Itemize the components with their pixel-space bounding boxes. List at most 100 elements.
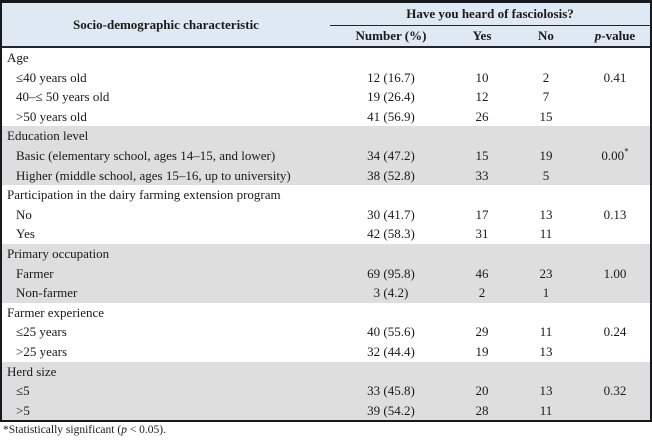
cell-no: 13 xyxy=(512,381,580,401)
cell-p-value: 0.32 xyxy=(580,381,650,401)
column-header-number-pct: Number (%) xyxy=(330,25,452,47)
table-row: Yes 42 (58.3) 31 11 xyxy=(2,224,650,244)
row-label: ≤5 xyxy=(2,381,330,401)
column-header-no: No xyxy=(512,25,580,47)
cell-yes: 17 xyxy=(475,206,489,222)
header-row-2: Number (%) Yes No p-value xyxy=(2,25,650,47)
table-row: Basic (elementary school, ages 14–15, an… xyxy=(2,145,650,166)
table-row: >25 years 32 (44.4) 19 13 xyxy=(2,342,650,362)
table-footnote: *Statistically significant (p < 0.05). xyxy=(3,424,166,436)
group-label: Farmer experience xyxy=(7,304,105,320)
table-row: 40–≤ 50 years old 19 (26.4) 12 7 xyxy=(2,87,650,107)
row-label: Higher (middle school, ages 15–16, up to… xyxy=(2,165,330,186)
cell-no: 5 xyxy=(512,165,580,186)
cell-p-value xyxy=(580,400,650,421)
cell-number-pct: 40 (55.6) xyxy=(367,324,415,340)
cell-yes: 12 xyxy=(475,89,489,105)
cell-number-pct: 69 (95.8) xyxy=(330,263,452,284)
cell-p-value: 1.00 xyxy=(580,263,650,284)
cell-yes: 10 xyxy=(475,69,489,85)
fasciolosis-awareness-table: Socio-demographic characteristic Have yo… xyxy=(2,3,650,421)
header-row-1: Socio-demographic characteristic Have yo… xyxy=(2,3,650,47)
cell-number-pct: 19 (26.4) xyxy=(367,89,415,105)
table-row: >50 years old 41 (56.9) 26 15 xyxy=(2,107,650,127)
cell-number-pct: 12 (16.7) xyxy=(367,69,415,85)
cell-number-pct: 38 (52.8) xyxy=(330,165,452,186)
row-label: Basic (elementary school, ages 14–15, an… xyxy=(2,145,330,166)
row-label: >25 years xyxy=(16,343,68,359)
survey-table-container: Socio-demographic characteristic Have yo… xyxy=(0,0,652,423)
footnote-p-symbol: p xyxy=(121,424,127,436)
column-group-header-fasciolosis: Have you heard of fasciolosis? xyxy=(330,3,650,26)
row-label: Non-farmer xyxy=(2,283,330,303)
p-value-header-rest: -value xyxy=(601,28,636,43)
cell-yes: 28 xyxy=(452,400,512,421)
group-header-row: Herd size xyxy=(2,361,650,382)
table-row: >5 39 (54.2) 28 11 xyxy=(2,400,650,421)
table-row: ≤40 years old 12 (16.7) 10 2 0.41 xyxy=(2,68,650,88)
cell-no: 7 xyxy=(542,89,550,105)
row-label: >5 xyxy=(2,400,330,421)
cell-no: 15 xyxy=(539,108,553,124)
cell-p-value xyxy=(580,165,650,186)
row-label: Yes xyxy=(16,226,35,242)
group-header-row: Participation in the dairy farming exten… xyxy=(2,185,650,205)
group-label: Herd size xyxy=(2,361,650,382)
row-label: Farmer xyxy=(2,263,330,284)
group-header-row: Farmer experience xyxy=(2,303,650,323)
cell-p-value xyxy=(580,107,650,127)
cell-p-value xyxy=(580,283,650,303)
cell-p-value xyxy=(580,224,650,244)
cell-yes: 20 xyxy=(452,381,512,401)
cell-p-value: 0.24 xyxy=(603,324,627,340)
table-header: Socio-demographic characteristic Have yo… xyxy=(2,3,650,47)
row-label: ≤40 years old xyxy=(16,69,87,85)
cell-yes: 15 xyxy=(452,145,512,166)
cell-no: 11 xyxy=(539,324,553,340)
cell-yes: 19 xyxy=(475,343,489,359)
column-header-characteristic: Socio-demographic characteristic xyxy=(2,3,330,47)
table-row: ≤25 years 40 (55.6) 29 11 0.24 xyxy=(2,322,650,342)
cell-p-value xyxy=(580,342,650,362)
table-row: Non-farmer 3 (4.2) 2 1 xyxy=(2,283,650,303)
cell-number-pct: 34 (47.2) xyxy=(330,145,452,166)
table-row: Higher (middle school, ages 15–16, up to… xyxy=(2,165,650,186)
cell-number-pct: 33 (45.8) xyxy=(330,381,452,401)
table-row: ≤5 33 (45.8) 20 13 0.32 xyxy=(2,381,650,401)
cell-yes: 33 xyxy=(452,165,512,186)
cell-number-pct: 3 (4.2) xyxy=(330,283,452,303)
cell-number-pct: 32 (44.4) xyxy=(367,343,415,359)
row-label: No xyxy=(16,206,32,222)
footnote-prefix: *Statistically significant ( xyxy=(3,424,122,436)
group-header-row: Age xyxy=(2,47,650,68)
group-label: Education level xyxy=(2,126,650,146)
cell-no: 2 xyxy=(542,69,550,85)
cell-yes: 31 xyxy=(475,226,489,242)
table-row: No 30 (41.7) 17 13 0.13 xyxy=(2,205,650,225)
cell-no: 1 xyxy=(512,283,580,303)
cell-yes: 46 xyxy=(452,263,512,284)
group-header-row: Primary occupation xyxy=(2,243,650,264)
cell-yes: 26 xyxy=(475,108,489,124)
cell-no: 11 xyxy=(512,400,580,421)
group-label: Participation in the dairy farming exten… xyxy=(7,187,281,203)
table-body: Age ≤40 years old 12 (16.7) 10 2 0.41 40–≤ 50 … xyxy=(2,47,650,421)
cell-number-pct: 39 (54.2) xyxy=(330,400,452,421)
footnote-suffix: < 0.05). xyxy=(126,424,167,436)
cell-p-value: 0.41 xyxy=(603,69,627,85)
cell-number-pct: 30 (41.7) xyxy=(367,206,415,222)
row-label: ≤25 years xyxy=(16,324,67,340)
table-row: Farmer 69 (95.8) 46 23 1.00 xyxy=(2,263,650,284)
cell-number-pct: 42 (58.3) xyxy=(367,226,415,242)
cell-p-value: 0.13 xyxy=(603,206,627,222)
cell-number-pct: 41 (56.9) xyxy=(367,108,415,124)
p-value-header-italic: p xyxy=(594,28,602,43)
cell-no: 23 xyxy=(512,263,580,284)
cell-yes: 29 xyxy=(475,324,489,340)
column-header-p-value: p-value xyxy=(580,25,650,47)
column-header-yes: Yes xyxy=(452,25,512,47)
group-label: Age xyxy=(7,50,29,65)
cell-yes: 2 xyxy=(452,283,512,303)
group-header-row: Education level xyxy=(2,126,650,146)
cell-no: 19 xyxy=(512,145,580,166)
